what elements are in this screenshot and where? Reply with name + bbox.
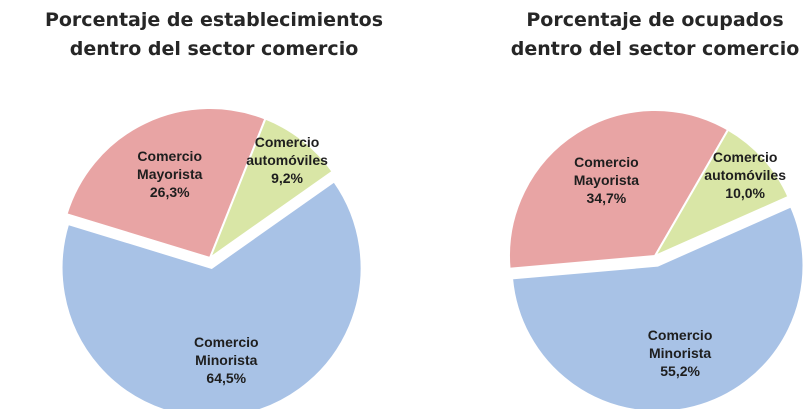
value-label: 34,7% xyxy=(586,189,627,206)
value-label: 64,5% xyxy=(206,369,247,386)
value-label: 9,2% xyxy=(271,170,304,187)
category-label: Comercio automóviles xyxy=(246,134,328,169)
category-label: Comercio Mayorista xyxy=(573,153,640,188)
pie-slice xyxy=(65,107,267,260)
slice-label: Comercio automóviles 9,2% xyxy=(246,133,328,187)
pie-slice xyxy=(510,205,805,409)
slice-label: Comercio Mayorista 26,3% xyxy=(137,147,202,201)
value-label: 26,3% xyxy=(149,184,190,201)
category-label: Comercio automóviles xyxy=(704,149,786,183)
value-label: 10,0% xyxy=(725,185,765,201)
chart-title: Porcentaje de ocupados dentro del sector… xyxy=(510,9,800,60)
pie-slice xyxy=(60,180,363,409)
slice-label: Comercio Mayorista 34,7% xyxy=(574,153,639,207)
slice-label: Comercio Minorista 64,5% xyxy=(194,333,259,387)
slice-label: Comercio automóviles 10,0% xyxy=(704,148,786,202)
slice-label: Comercio Minorista 55,2% xyxy=(648,326,713,380)
pie-slice xyxy=(652,128,790,259)
pie-slice xyxy=(508,109,730,270)
category-label: Comercio Minorista xyxy=(647,327,713,362)
value-label: 55,2% xyxy=(660,363,700,380)
chart-title: Porcentaje de establecimientos dentro de… xyxy=(44,9,384,60)
category-label: Comercio Minorista xyxy=(193,333,259,368)
category-label: Comercio Mayorista xyxy=(137,148,203,183)
pie-slice xyxy=(207,117,334,261)
